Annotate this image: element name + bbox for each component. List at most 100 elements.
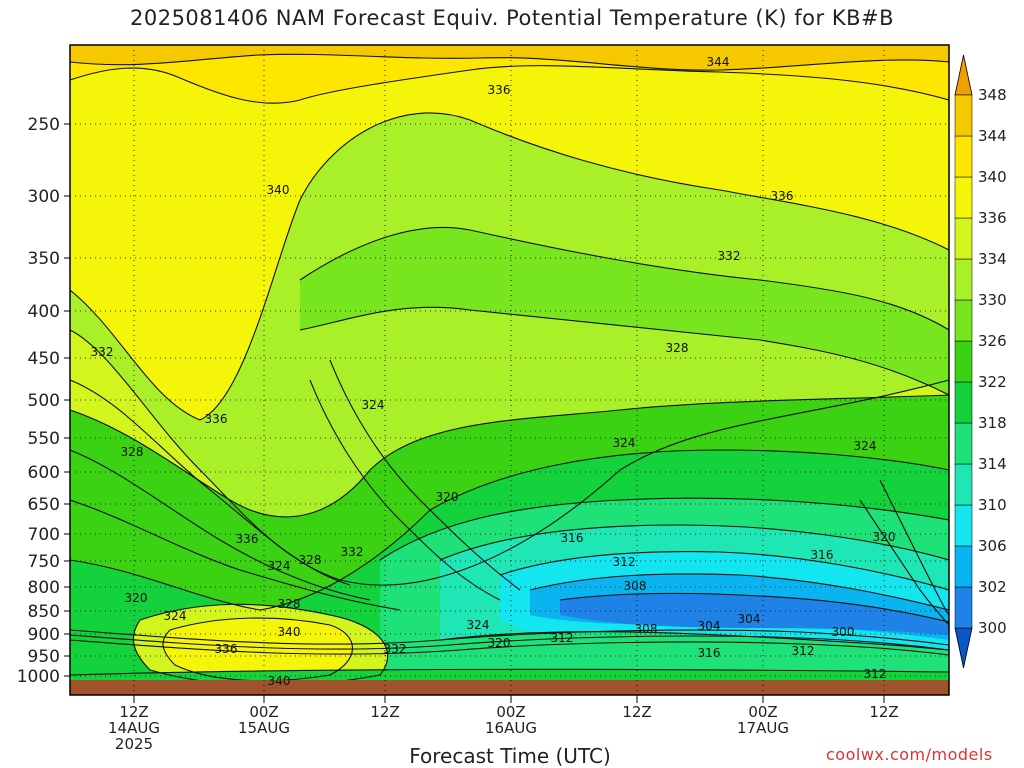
contour-label: 336	[236, 532, 259, 546]
colorbar-label: 330	[978, 291, 1007, 309]
y-tick-label: 550	[28, 429, 60, 449]
contour-label: 328	[121, 445, 144, 459]
contour-line	[70, 379, 351, 586]
theta-e-color-fill	[70, 45, 949, 695]
y-tick-label: 950	[28, 647, 60, 667]
y-tick-label: 300	[28, 187, 60, 207]
contour-line	[329, 359, 521, 591]
colorbar-swatch	[954, 463, 973, 506]
colorbar-label: 302	[978, 578, 1007, 596]
colorbar-label: 326	[978, 332, 1007, 350]
contour-line	[70, 634, 949, 651]
contour-label: 312	[792, 644, 815, 658]
contour-label: 312	[613, 555, 636, 569]
colorbar-label: 314	[978, 455, 1007, 473]
contour-label: 328	[299, 553, 322, 567]
colorbar-extend-low	[954, 627, 973, 669]
y-tick-label: 850	[28, 602, 60, 622]
plot-frame	[69, 44, 950, 696]
colorbar-swatch	[954, 381, 973, 424]
contour-lines	[70, 53, 949, 687]
chart-title: 2025081406 NAM Forecast Equiv. Potential…	[129, 6, 894, 30]
contour-label: 340	[268, 674, 291, 688]
colorbar-swatch	[954, 504, 973, 547]
colorbar-swatch	[954, 94, 973, 137]
contour-line	[379, 497, 949, 561]
x-tick-label: 2025	[115, 735, 153, 753]
contour-line	[132, 603, 389, 687]
contour-label: 316	[811, 548, 834, 562]
contour-label: 308	[624, 579, 647, 593]
contour-label: 304	[738, 612, 761, 626]
colorbar-label: 322	[978, 373, 1007, 391]
x-tick-label: 00Z	[748, 703, 777, 721]
x-tick-label: 00Z	[249, 703, 278, 721]
contour-line	[499, 551, 949, 591]
contour-line	[70, 329, 949, 586]
contour-label: 316	[698, 646, 721, 660]
contour-line	[70, 629, 949, 646]
colorbar-label: 336	[978, 209, 1007, 227]
colorbar-label: 306	[978, 537, 1007, 555]
colorbar-label: 348	[978, 86, 1007, 104]
colorbar-swatch	[954, 340, 973, 383]
contour-label: 336	[215, 642, 238, 656]
credit-text: coolwx.com/models	[826, 745, 993, 764]
contour-label: 328	[278, 597, 301, 611]
y-tick-label: 450	[28, 349, 60, 369]
x-tick-label: 12Z	[869, 703, 898, 721]
contour-label: 312	[551, 631, 574, 645]
colorbar-swatch	[954, 176, 973, 219]
terrain-fill	[70, 680, 949, 695]
colorbar-swatch	[954, 135, 973, 178]
contour-line	[439, 631, 949, 651]
contour-label: 320	[873, 530, 896, 544]
contour-label: 312	[864, 667, 887, 681]
contour-label: 324	[613, 436, 636, 450]
y-tick-label: 750	[28, 552, 60, 572]
x-tick-label: 17AUG	[737, 719, 789, 737]
fill-band	[560, 593, 949, 635]
contour-label: 328	[666, 341, 689, 355]
contour-label: 320	[125, 591, 148, 605]
contour-label: 324	[362, 398, 385, 412]
y-tick-label: 250	[28, 115, 60, 135]
y-tick-label: 1000	[17, 667, 60, 687]
contour-line	[70, 499, 401, 611]
colorbar-label: 334	[978, 250, 1007, 268]
colorbar-label: 340	[978, 168, 1007, 186]
colorbar-label: 344	[978, 127, 1007, 145]
y-tick-label: 900	[28, 625, 60, 645]
y-tick-label: 600	[28, 463, 60, 483]
grid-lines	[70, 45, 949, 695]
colorbar-label: 318	[978, 414, 1007, 432]
colorbar-extend-high	[954, 54, 973, 96]
contour-line	[299, 226, 949, 331]
y-tick-label: 400	[28, 302, 60, 322]
y-tick-label: 350	[28, 249, 60, 269]
y-tick-label: 800	[28, 578, 60, 598]
x-tick-label: 16AUG	[485, 719, 537, 737]
y-tick-label: 500	[28, 391, 60, 411]
y-tick-label: 650	[28, 495, 60, 515]
contour-line	[879, 479, 949, 616]
contour-label: 336	[771, 189, 794, 203]
contour-label: 324	[164, 609, 187, 623]
x-tick-label: 12Z	[622, 703, 651, 721]
contour-line	[529, 573, 949, 611]
contour-line	[859, 499, 949, 626]
x-tick-label: 14AUG	[108, 719, 160, 737]
y-tick-label: 700	[28, 525, 60, 545]
colorbar-swatch	[954, 586, 973, 629]
contour-label: 300	[832, 625, 855, 639]
contour-label: 336	[205, 412, 228, 426]
fill-band	[300, 227, 949, 395]
contour-line	[299, 306, 949, 396]
contour-label: 304	[698, 619, 721, 633]
x-tick-label: 12Z	[370, 703, 399, 721]
contour-label: 320	[436, 490, 459, 504]
contour-label: 332	[91, 345, 114, 359]
x-axis-label: Forecast Time (UTC)	[409, 744, 611, 768]
contour-label: 336	[488, 83, 511, 97]
contour-label: 340	[278, 625, 301, 639]
